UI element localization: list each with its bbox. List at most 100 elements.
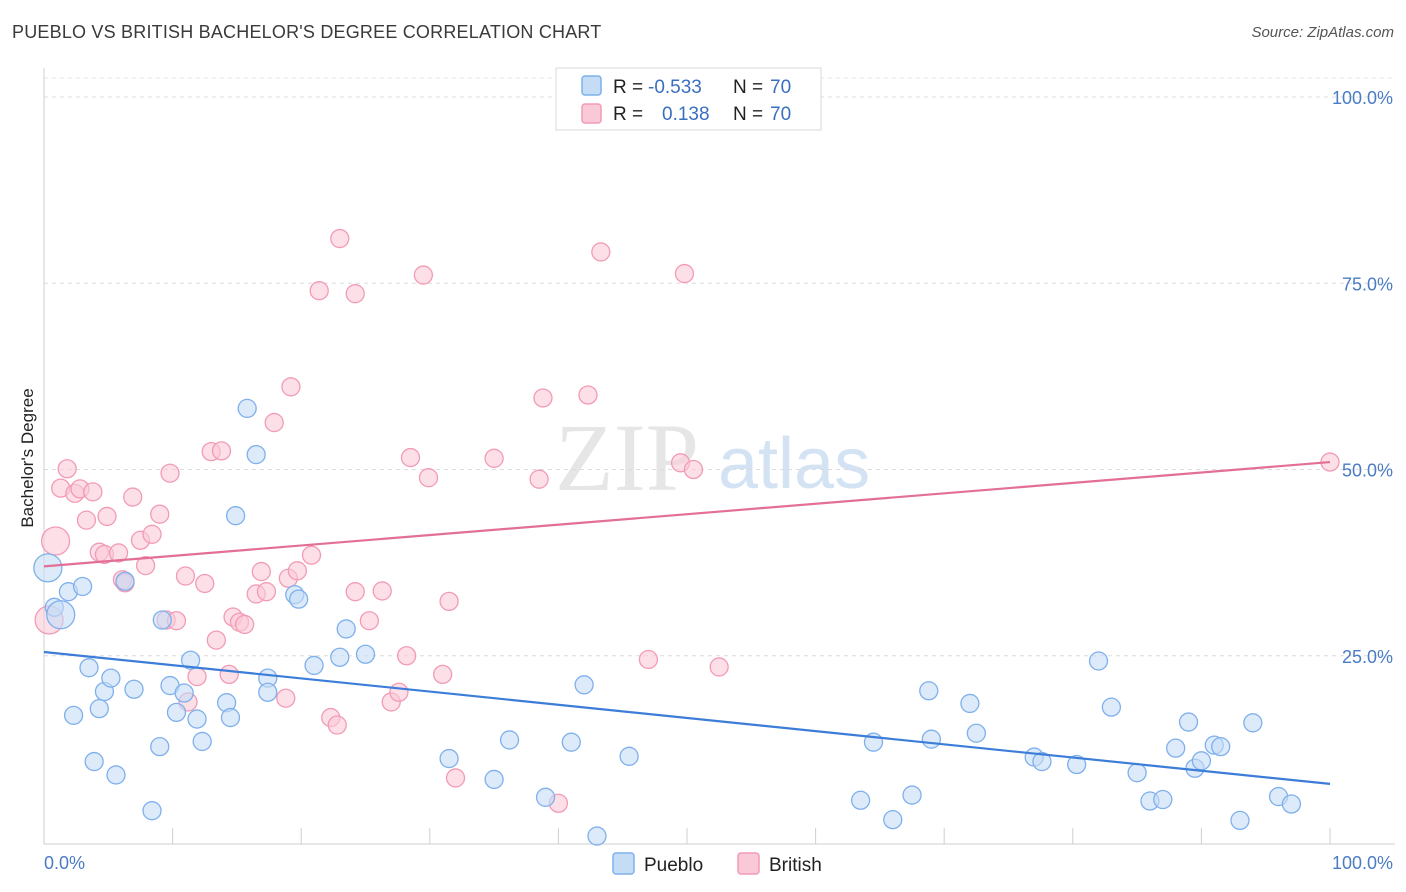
legend-r-label-british: R = (613, 104, 643, 125)
pueblo-point (883, 810, 903, 830)
pueblo-point (1032, 751, 1052, 772)
legend-r-value-pueblo: -0.533 (648, 77, 702, 98)
pueblo-point (187, 709, 207, 729)
british-point (83, 482, 103, 502)
british-point (76, 510, 97, 530)
pueblo-point (919, 681, 939, 701)
y-tick-label: 100.0% (1332, 88, 1393, 108)
series-legend: Pueblo British (612, 852, 822, 876)
x-tick-label: 0.0% (44, 853, 85, 873)
pueblo-point (152, 610, 172, 630)
british-point (123, 487, 143, 507)
legend-swatch-british (581, 103, 602, 124)
bottom-legend-swatch-pueblo (612, 852, 635, 875)
british-point (219, 664, 239, 685)
pueblo-point (246, 444, 266, 465)
pueblo-point (1101, 697, 1122, 717)
pueblo-point (499, 730, 520, 750)
british-points (34, 228, 1340, 813)
pueblo-point (46, 600, 76, 630)
british-point (97, 506, 117, 527)
british-point (533, 388, 553, 408)
pueblo-point (89, 698, 109, 719)
pueblo-point (237, 398, 257, 419)
pueblo-point (921, 729, 941, 749)
pueblo-point (1166, 738, 1186, 758)
british-point (529, 469, 549, 489)
british-point (433, 664, 453, 685)
pueblo-point (336, 619, 356, 639)
british-point (40, 526, 71, 556)
british-point (160, 463, 180, 483)
pueblo-point (63, 705, 84, 725)
pueblo-point (304, 655, 324, 676)
y-tick-label: 25.0% (1342, 647, 1393, 667)
pueblo-point (1067, 754, 1087, 775)
british-point (187, 666, 207, 687)
pueblo-point (166, 702, 187, 723)
pueblo-point (142, 801, 162, 821)
british-point (709, 657, 729, 677)
british-point (591, 242, 611, 262)
british-point (195, 573, 215, 594)
british-point (142, 524, 162, 544)
pueblo-point (225, 506, 246, 526)
pueblo-point (1281, 794, 1302, 814)
bottom-legend-swatch-british (737, 852, 760, 875)
pueblo-points (33, 398, 1302, 846)
pueblo-point (220, 707, 241, 728)
british-point (345, 284, 365, 304)
british-point (413, 265, 434, 285)
british-point (345, 582, 365, 602)
british-point (439, 591, 459, 612)
y-tick-label: 75.0% (1342, 274, 1393, 294)
british-trendline (43, 460, 1331, 568)
correlation-legend: R = -0.533 N = 70 R = 0.138 N = 70 (555, 67, 822, 131)
british-point (150, 504, 170, 524)
pueblo-point (960, 693, 980, 714)
british-point (445, 768, 466, 788)
pueblo-trendline (43, 650, 1331, 785)
british-point (206, 630, 226, 650)
pueblo-point (288, 589, 309, 609)
british-point (389, 682, 409, 702)
pueblo-point (192, 731, 212, 752)
legend-n-label-british: N = (733, 104, 763, 125)
british-point (578, 385, 598, 405)
pueblo-point (902, 785, 922, 805)
pueblo-point (1191, 751, 1212, 771)
watermark-atlas: atlas (718, 424, 870, 504)
pueblo-point (587, 826, 607, 846)
british-point (330, 228, 350, 249)
pueblo-point (1088, 651, 1109, 671)
trendlines (43, 460, 1331, 785)
pueblo-point (355, 644, 376, 664)
british-point (175, 566, 196, 586)
pueblo-point (1243, 713, 1263, 733)
watermark: ZIP atlas (555, 404, 870, 511)
legend-swatch-pueblo (581, 75, 602, 96)
chart-title: PUEBLO VS BRITISH BACHELOR'S DEGREE CORR… (12, 22, 602, 42)
british-point (108, 543, 129, 563)
pueblo-point (1211, 736, 1231, 757)
pueblo-point (84, 751, 104, 772)
pueblo-point (561, 732, 581, 752)
pueblo-point (1230, 810, 1250, 831)
pueblo-point (439, 748, 459, 769)
british-point (674, 263, 695, 284)
pueblo-point (180, 650, 201, 670)
x-tick-labels: 0.0% 100.0% (44, 853, 1393, 873)
pueblo-point (33, 553, 63, 583)
gridlines (44, 77, 1395, 657)
pueblo-point (484, 769, 504, 790)
pueblo-point (258, 682, 278, 702)
legend-r-label-pueblo: R = (613, 77, 643, 98)
pueblo-point (1178, 712, 1199, 732)
pueblo-point (535, 787, 556, 807)
british-point (327, 715, 347, 735)
pueblo-point (106, 765, 126, 785)
pueblo-point (1127, 763, 1147, 783)
british-point (234, 614, 255, 635)
bottom-legend-label-pueblo: Pueblo (644, 855, 703, 876)
british-point (359, 611, 380, 631)
